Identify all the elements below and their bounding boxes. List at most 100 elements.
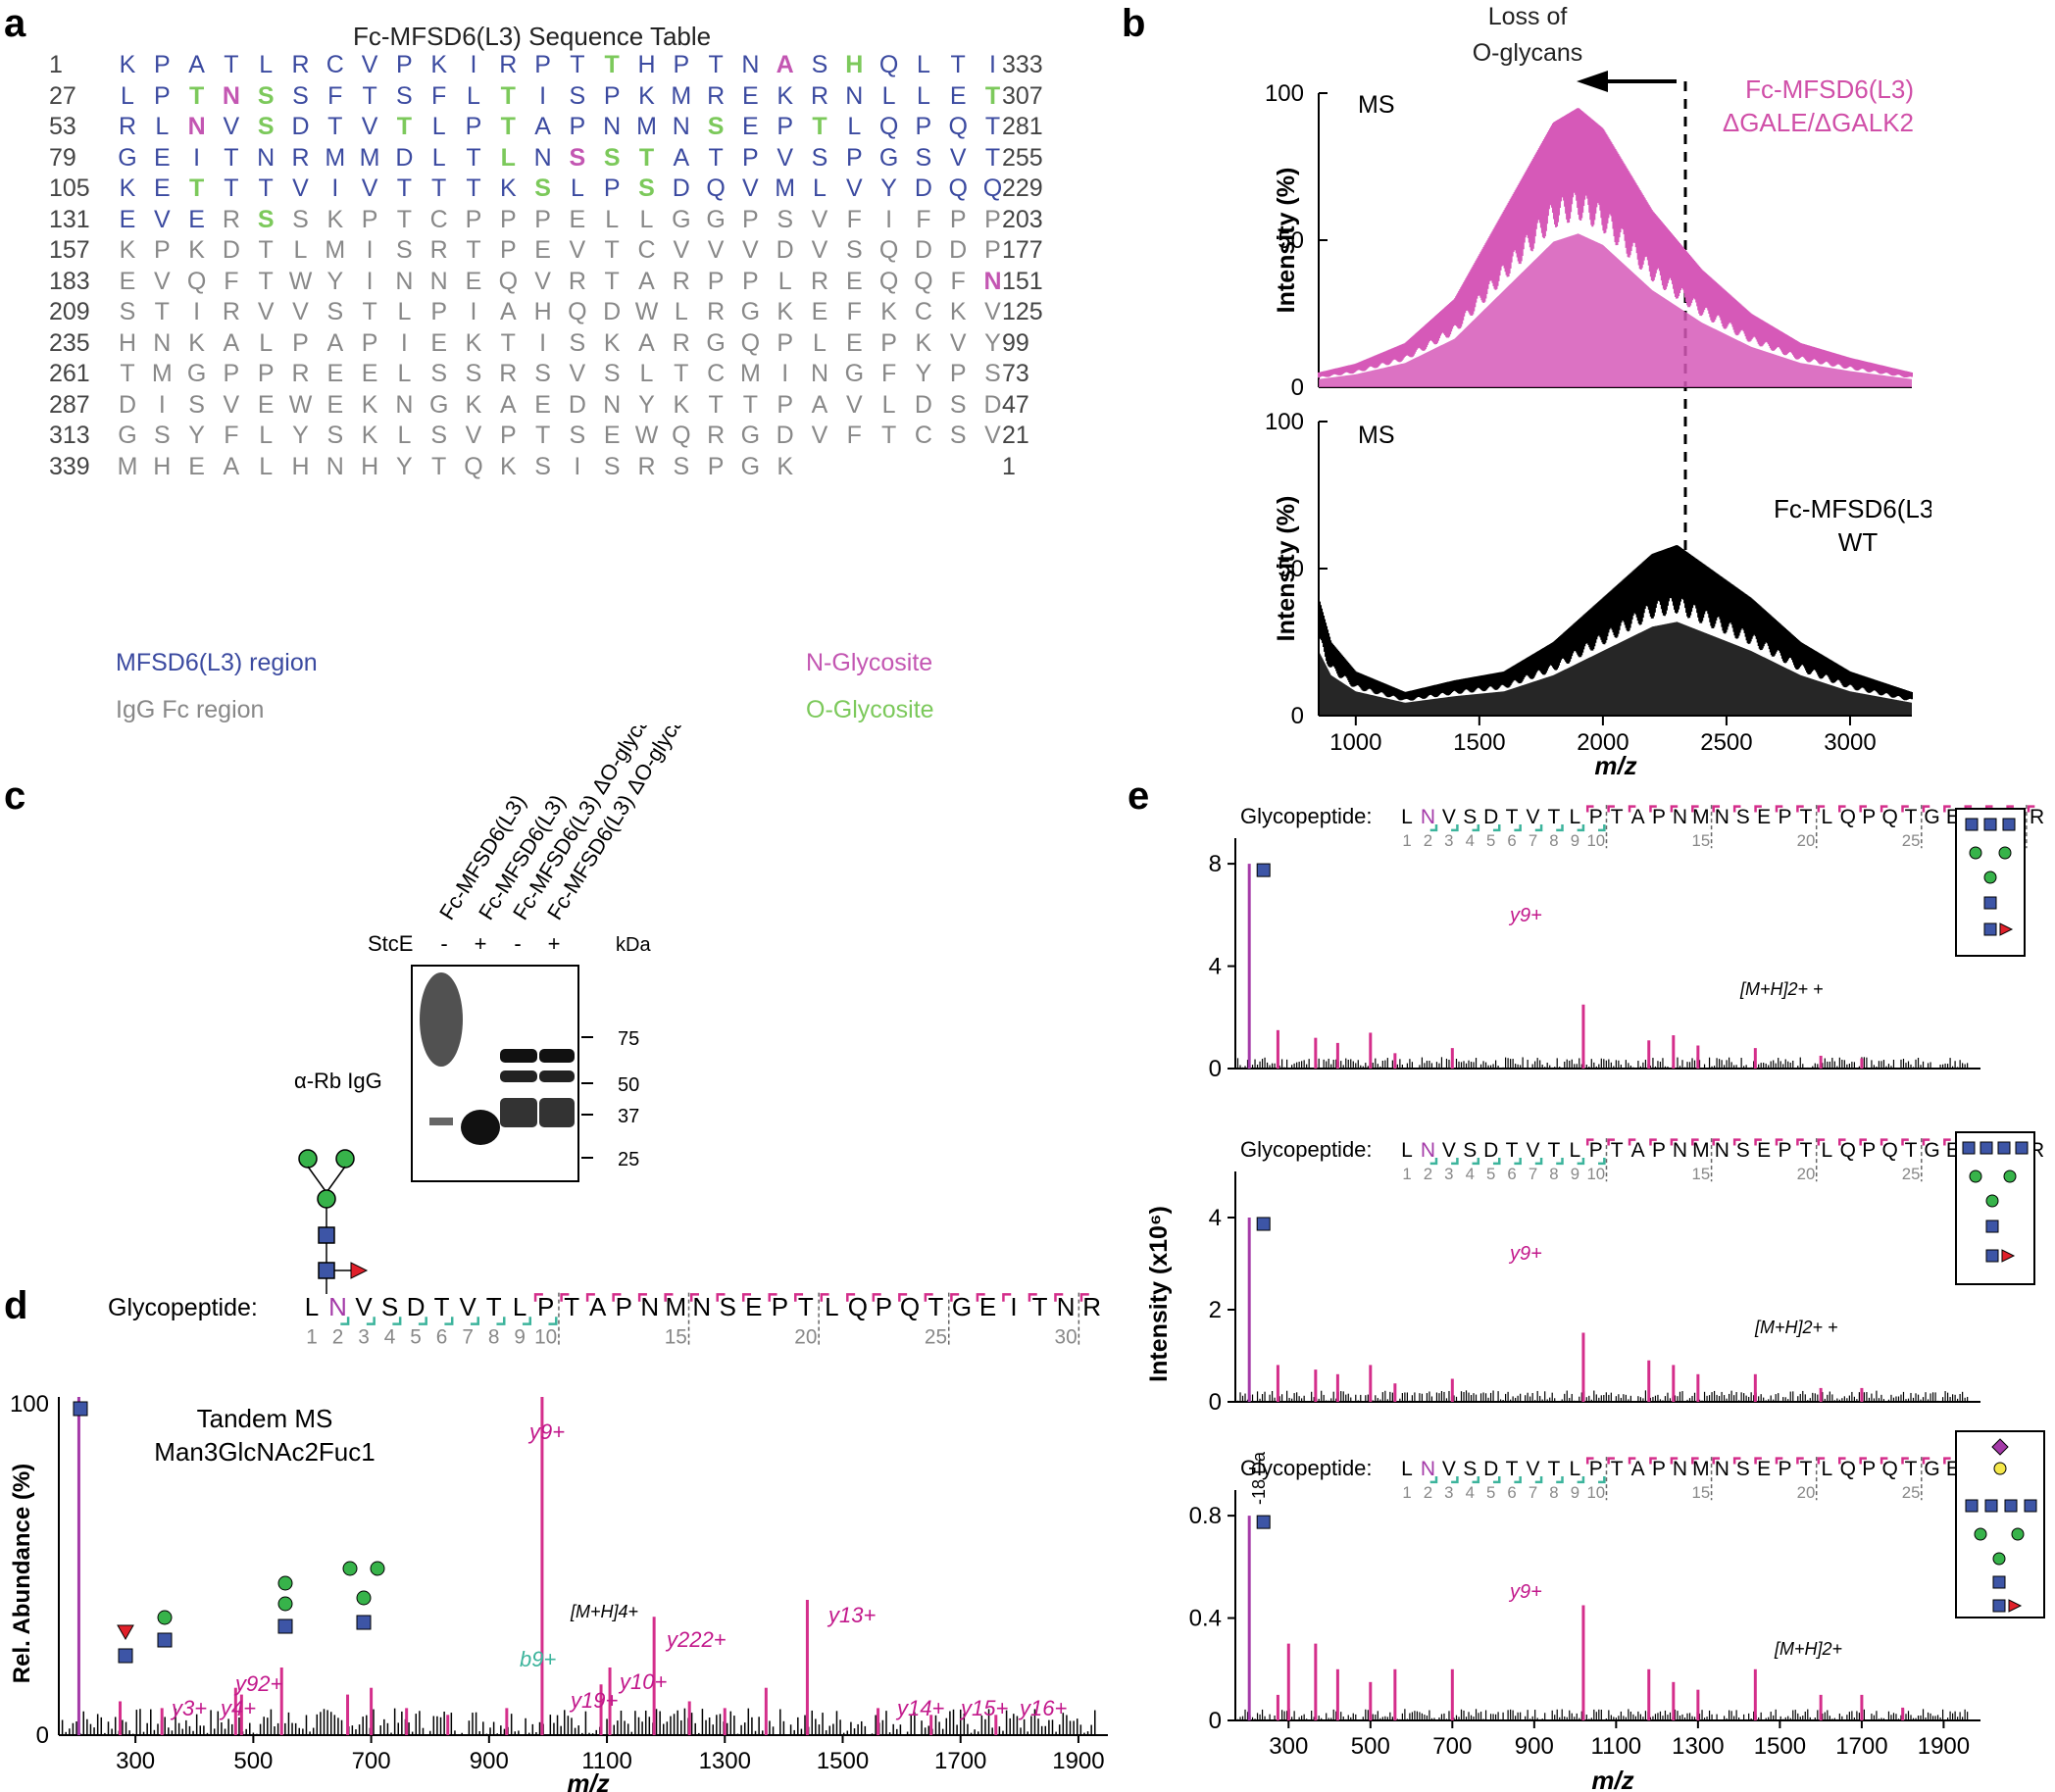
peptide-residue: Q [1840, 1458, 1856, 1480]
residue: A [638, 328, 655, 357]
y-ion-bracket [741, 1293, 752, 1302]
e-x-tick-label: 700 [1432, 1733, 1472, 1760]
residue: N [153, 328, 172, 357]
e-x-tick-label: 500 [1351, 1733, 1390, 1760]
residue: I [366, 236, 374, 264]
residue: P [292, 328, 309, 357]
peptide-residue: M [1692, 1139, 1710, 1162]
residue: T [708, 143, 724, 172]
legend-o-glycosite: O-Glycosite [806, 696, 934, 723]
row-end-number: 21 [1002, 422, 1029, 449]
y-ion-bracket [1607, 1138, 1615, 1146]
peptide-residue: P [1862, 1458, 1876, 1480]
residue: G [706, 205, 726, 233]
b-ion-bracket [1472, 1158, 1480, 1166]
peptide-residue: Q [900, 1292, 920, 1321]
peptide-position: 2 [332, 1326, 344, 1349]
residue: Q [878, 267, 899, 295]
residue: L [605, 205, 620, 233]
residue: G [844, 360, 865, 387]
peptide-position: 3 [1444, 1165, 1453, 1183]
band-lane3-low [500, 1098, 537, 1127]
residue: G [706, 328, 726, 357]
peptide-residue: L [1822, 1139, 1833, 1162]
peptide-residue: N [1673, 1458, 1687, 1480]
peptide-residue: T [434, 1292, 450, 1321]
residue: P [707, 267, 725, 295]
e-ion-y9-2: y9+ [1508, 1243, 1542, 1265]
residue: T [984, 143, 1001, 172]
residue: K [326, 205, 344, 233]
y-ion-bracket [560, 1293, 570, 1302]
sequence-row: 131 E V E R S S K P T C P P P E L L G G P S V F I F P P 203 [0, 206, 1078, 241]
residue: S [465, 360, 482, 387]
y-ion-bracket [1628, 1457, 1636, 1465]
d-x-tick-label: 1900 [1052, 1748, 1104, 1774]
b-ion-bracket [1514, 1476, 1522, 1484]
d-ytick-0: 0 [36, 1722, 49, 1749]
residue: N [222, 81, 240, 110]
peptide-residue: E [1757, 1139, 1771, 1162]
peptide-position: 2 [1424, 1483, 1432, 1502]
residue: T [466, 236, 481, 264]
y-ion-bracket [1859, 1457, 1867, 1465]
band-lane3-mid [500, 1070, 537, 1082]
d-glycan-fragment-icons [117, 1561, 385, 1664]
peptide-position: 9 [1571, 831, 1579, 850]
residue: E [153, 143, 171, 172]
row-end-number: 281 [1002, 113, 1043, 140]
peptide-residue: N [1715, 1139, 1729, 1162]
residue: V [984, 422, 1001, 449]
d-ion-y19: y19+ [569, 1688, 618, 1713]
row-start-number: 105 [49, 174, 90, 202]
residue: T [708, 390, 724, 419]
residue: D [914, 174, 932, 202]
e-y-tick-label: 0 [1209, 1056, 1222, 1082]
residue: K [465, 390, 482, 419]
stce-label: StcE [368, 931, 413, 956]
peptide-residue: Q [848, 1292, 868, 1321]
peptide-position: 2 [1424, 831, 1432, 850]
residue: F [880, 360, 897, 387]
residue: P [153, 236, 171, 264]
peptide-residue: T [798, 1292, 814, 1321]
residue: T [362, 298, 377, 325]
e-glycopeptide-label: Glycopeptide: [1240, 804, 1373, 828]
y-ion-bracket [1838, 805, 1846, 813]
residue: V [153, 205, 171, 233]
y-ion-bracket [820, 1293, 829, 1302]
residue: S [673, 452, 690, 480]
top-ms-label: MS [1358, 91, 1395, 119]
band-lane4-low [539, 1098, 575, 1127]
peptide-residue: L [305, 1292, 319, 1321]
residue: S [569, 422, 586, 449]
residue: V [223, 390, 240, 419]
row-end-number: 151 [1002, 267, 1043, 295]
residue: P [396, 51, 413, 78]
residue: I [781, 360, 789, 387]
residue: E [188, 205, 205, 233]
y-ion-bracket [1649, 1138, 1657, 1146]
residue: I [989, 51, 996, 78]
stce-lane-3: - [514, 931, 521, 956]
y-ion-bracket [1628, 1138, 1636, 1146]
peptide-position: 1 [1402, 1483, 1411, 1502]
residue: L [431, 143, 446, 172]
e-y-tick-label: 0.4 [1189, 1606, 1222, 1632]
residue: L [916, 51, 930, 78]
top-ytick-100: 100 [1265, 80, 1304, 107]
residue: E [569, 205, 586, 233]
residue: K [188, 328, 205, 357]
residue: P [603, 174, 621, 202]
residue: R [810, 81, 829, 110]
peptide-residue: I [1010, 1292, 1017, 1321]
peptide-position: 4 [384, 1326, 396, 1349]
residue: N [741, 51, 760, 78]
residue: L [259, 328, 274, 357]
residue: C [914, 422, 932, 449]
sequence-row: 1 K P A T L R C V P K I R P T T H P T N A S H Q L T I 333 [0, 51, 1078, 86]
b-ion-bracket [1429, 824, 1438, 832]
residue: K [638, 81, 655, 110]
residue: I [539, 81, 547, 110]
